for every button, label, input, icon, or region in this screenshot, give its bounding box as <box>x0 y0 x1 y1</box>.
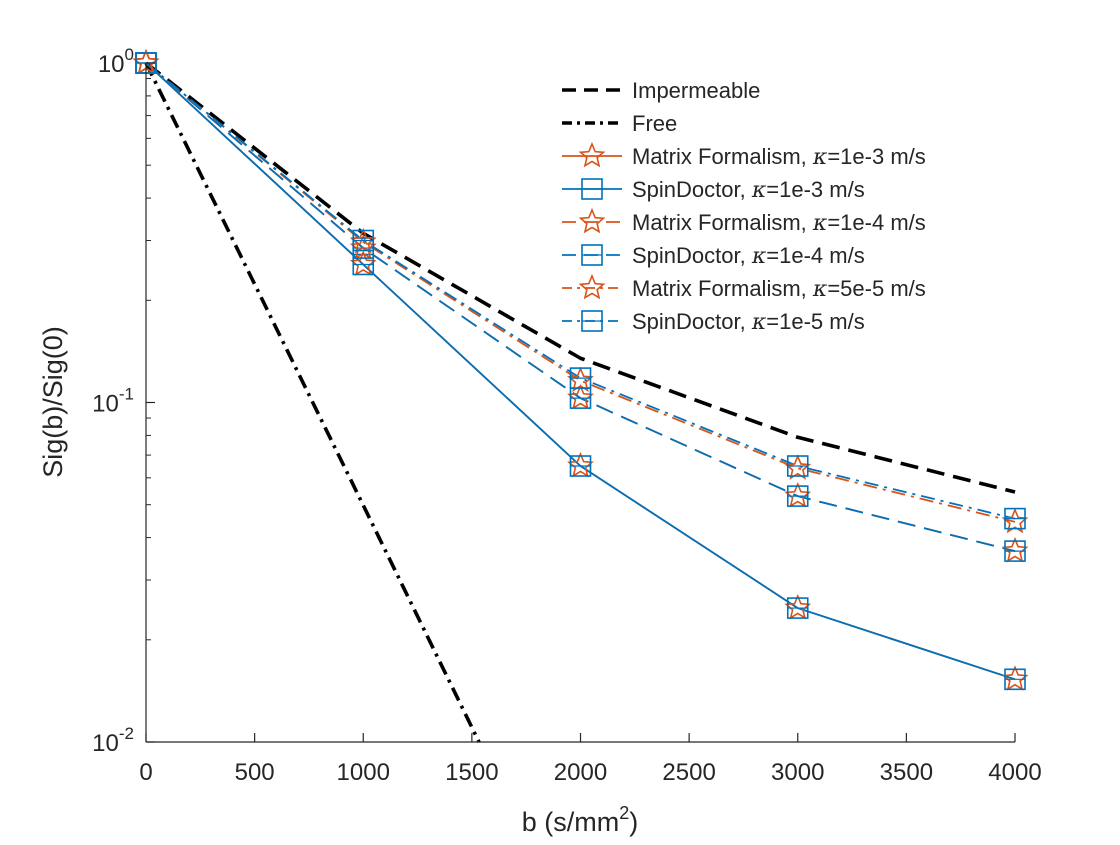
x-tick-label-8: 4000 <box>988 759 1041 786</box>
legend-label-6: Matrix Formalism, κ=5e-5 m/s <box>632 276 926 302</box>
x-tick-label-0: 0 <box>139 759 152 786</box>
legend-label-1: Free <box>632 111 677 136</box>
series-4-point-3 <box>784 482 812 508</box>
legend-label-2: Matrix Formalism, κ=1e-3 m/s <box>632 144 926 170</box>
series-line-0 <box>144 61 1016 494</box>
legend: Impermeable Free Matrix Formalism, κ=1e-3 … <box>562 78 926 335</box>
x-tick-label-7: 3500 <box>880 759 933 786</box>
legend-label-7: SpinDoctor, κ=1e-5 m/s <box>632 309 865 335</box>
series-line-1 <box>144 62 481 743</box>
legend-label-4: Matrix Formalism, κ=1e-4 m/s <box>632 210 926 236</box>
y-tick-label-2: 10-2 <box>92 724 134 757</box>
series-2-point-1 <box>349 250 377 276</box>
tick-labels: 0 500 1000 1500 2000 2500 3000 3500 4000 100 10-1 1… <box>92 45 1042 786</box>
x-tick-label-2: 1000 <box>337 759 390 786</box>
y-tick-label-0: 100 <box>98 45 134 78</box>
y-axis-label: Sig(b)/Sig(0) <box>38 326 68 478</box>
legend-marker-2 <box>578 141 606 168</box>
series-2-point-3 <box>784 593 812 620</box>
legend-label-3: SpinDoctor, κ=1e-3 m/s <box>632 177 865 203</box>
x-tick-label-1: 500 <box>235 759 275 786</box>
y-tick-label-1: 10-1 <box>92 385 134 418</box>
series-4-point-2 <box>567 384 594 410</box>
series-4-point-1 <box>349 233 377 260</box>
series-6-point-2 <box>567 366 594 393</box>
x-tick-label-4: 2000 <box>554 759 607 786</box>
x-axis-label: b (s/mm2) <box>522 803 639 837</box>
x-tick-label-3: 1500 <box>445 759 498 786</box>
series-6-point-3 <box>784 454 812 480</box>
marker-layer <box>132 48 1029 691</box>
series-2-point-4 <box>1001 665 1029 691</box>
series-2-point-2 <box>567 451 594 478</box>
x-tick-label-5: 2500 <box>662 759 715 786</box>
plot-area <box>146 63 1015 742</box>
series-6-point-1 <box>349 227 377 254</box>
x-tick-label-6: 3000 <box>771 759 824 786</box>
legend-label-0: Impermeable <box>632 78 760 103</box>
series-line-7 <box>145 62 1016 520</box>
legend-marker-6 <box>578 273 606 300</box>
axes-layer <box>145 62 1016 743</box>
series-4-point-4 <box>1001 537 1029 563</box>
series-6-point-4 <box>1001 507 1029 534</box>
legend-label-5: SpinDoctor, κ=1e-4 m/s <box>632 243 865 269</box>
legend-marker-4 <box>578 207 606 234</box>
